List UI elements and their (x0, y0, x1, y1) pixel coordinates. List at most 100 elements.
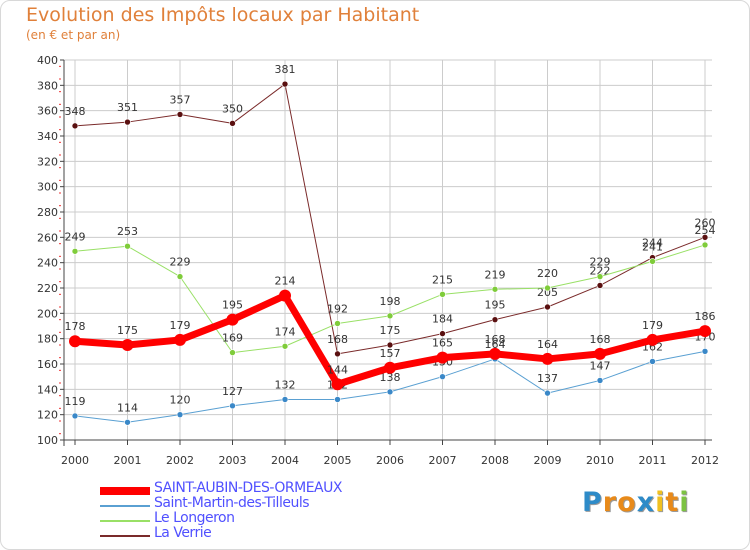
data-point (334, 396, 341, 403)
data-label: 114 (117, 401, 138, 414)
data-label: 168 (590, 333, 611, 346)
data-point (544, 389, 551, 397)
y-tick-label: 320 (37, 155, 58, 168)
data-point (176, 411, 184, 418)
data-label: 229 (170, 256, 191, 269)
data-label: 132 (275, 378, 296, 391)
y-tick-label: 200 (37, 307, 58, 320)
data-point (229, 349, 236, 356)
logo-letter: o (617, 487, 637, 518)
data-point (594, 347, 606, 360)
data-label: 184 (432, 313, 453, 326)
y-tick-label: 280 (37, 206, 58, 219)
data-point (124, 418, 131, 426)
data-label: 205 (537, 286, 558, 299)
data-point (71, 122, 79, 130)
x-tick-label: 2009 (534, 454, 562, 467)
data-label: 195 (485, 299, 506, 312)
data-point (701, 234, 709, 241)
data-point (71, 412, 79, 420)
data-point (124, 242, 131, 250)
data-point (281, 396, 289, 403)
data-label: 178 (65, 320, 86, 333)
y-tick-label: 140 (37, 383, 58, 396)
data-point (439, 291, 446, 298)
data-point (331, 378, 344, 391)
logo-letter: i (655, 487, 666, 518)
x-tick-label: 2005 (324, 454, 352, 467)
data-label: 120 (170, 394, 191, 407)
legend-label: La Verrie (154, 525, 212, 541)
logo-letter: r (602, 487, 618, 518)
x-tick-label: 2004 (271, 454, 299, 467)
data-label: 215 (432, 273, 453, 286)
data-point (281, 342, 289, 350)
data-label: 222 (590, 264, 611, 277)
data-label: 127 (222, 385, 243, 398)
x-tick-label: 2002 (166, 454, 194, 467)
data-point (489, 347, 501, 360)
data-label: 175 (380, 324, 401, 337)
data-label: 137 (537, 372, 558, 385)
data-label: 229 (590, 256, 611, 269)
data-label: 179 (642, 319, 663, 332)
data-label: 198 (380, 295, 401, 308)
x-tick-label: 2003 (219, 454, 247, 467)
data-point (544, 284, 551, 292)
data-point (649, 358, 656, 365)
series-le-longeron: 249 253 229 169 174 192 198 215 219 220 229 241 254 (65, 224, 716, 356)
data-point (386, 312, 394, 320)
data-label: 241 (642, 240, 663, 253)
y-tick-label: 240 (37, 257, 58, 270)
x-tick-label: 2000 (61, 454, 89, 467)
data-point (384, 361, 396, 374)
data-label: 249 (65, 230, 86, 243)
legend-swatch (100, 487, 150, 495)
legend-swatch (100, 520, 150, 522)
data-point (439, 373, 446, 380)
y-tick-label: 380 (37, 79, 58, 92)
data-point (596, 273, 604, 280)
y-tick-label: 300 (37, 181, 58, 194)
data-label: 253 (117, 225, 138, 238)
data-point (281, 80, 289, 88)
y-tick-label: 360 (37, 105, 58, 118)
data-label: 165 (432, 337, 453, 350)
data-point (386, 388, 394, 396)
data-label: 169 (222, 332, 243, 345)
y-tick-label: 160 (37, 358, 58, 371)
data-label: 164 (537, 338, 558, 351)
y-tick-label: 260 (37, 231, 58, 244)
x-tick-label: 2006 (376, 454, 404, 467)
data-label: 157 (380, 347, 401, 360)
y-tick-label: 400 (37, 54, 58, 67)
data-point (544, 303, 551, 311)
data-label: 348 (65, 105, 86, 118)
legend-swatch (100, 535, 150, 537)
data-point (176, 273, 184, 280)
data-label: 357 (170, 93, 191, 106)
data-label: 244 (642, 237, 663, 250)
data-label: 168 (327, 333, 348, 346)
data-label: 192 (327, 302, 348, 315)
chart-subtitle: (en € et par an) (26, 28, 121, 42)
data-point (436, 351, 449, 364)
data-point (71, 247, 79, 255)
data-point (174, 333, 186, 346)
chart-title: Evolution des Impôts locaux par Habitant (26, 4, 420, 26)
data-point (701, 348, 709, 355)
data-point (334, 350, 341, 358)
logo-letter: P (582, 487, 603, 518)
logo-letter: t (665, 487, 680, 518)
data-label: 138 (380, 371, 401, 384)
data-point (279, 289, 291, 302)
series-la-verrie: 348 351 357 350 381 168 175 184 195 205 222 244 260 (65, 63, 716, 358)
data-label: 186 (695, 310, 716, 323)
data-label: 254 (695, 224, 716, 237)
data-label: 195 (222, 299, 243, 312)
data-point (649, 258, 656, 265)
data-point (491, 285, 499, 293)
